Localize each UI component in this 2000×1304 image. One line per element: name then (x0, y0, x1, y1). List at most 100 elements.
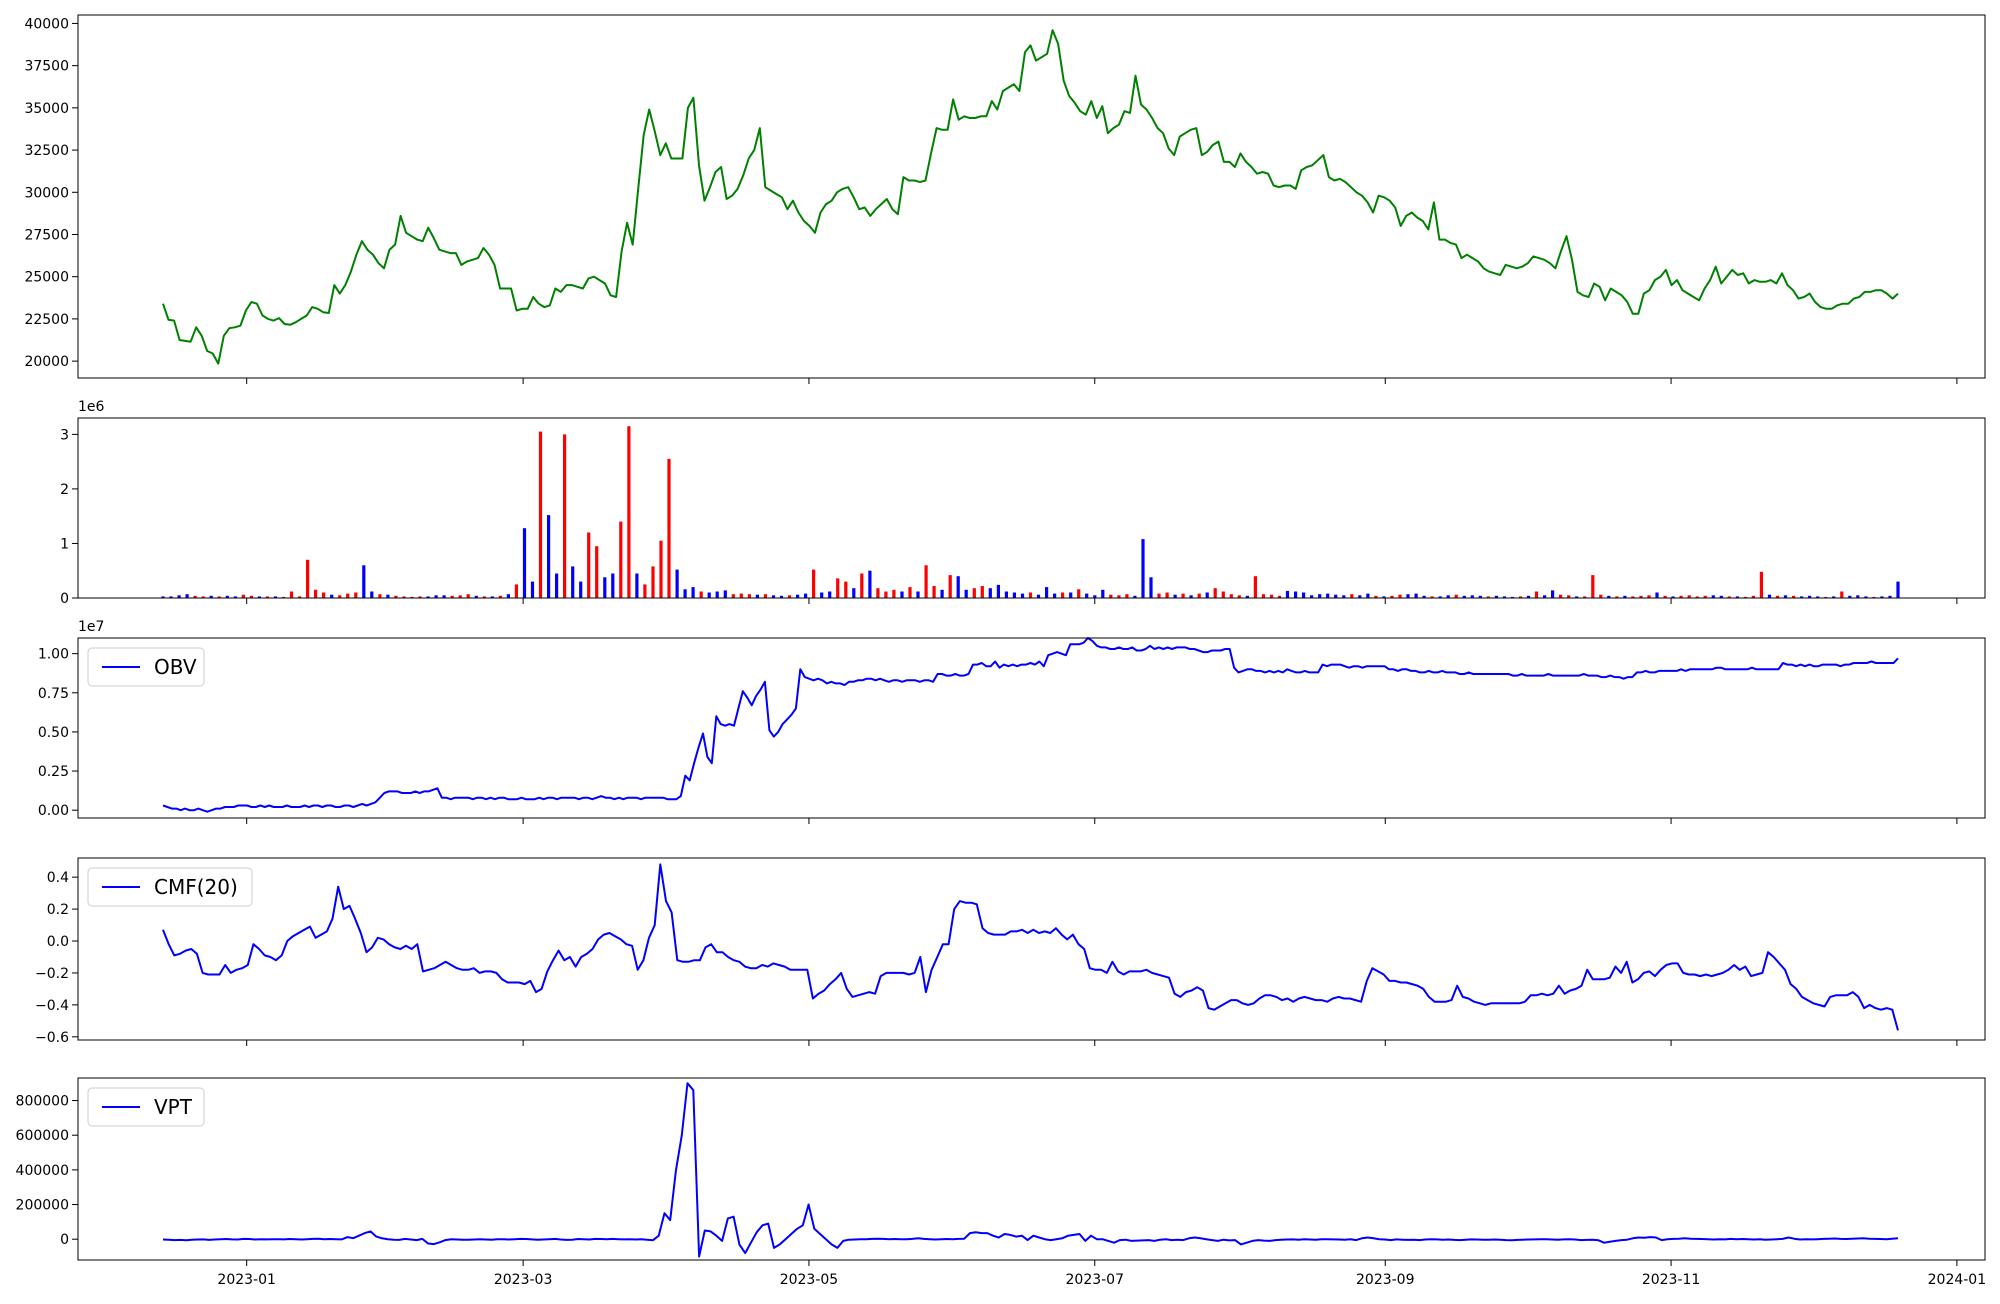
volume-bar (787, 595, 792, 598)
y-tick-label: 600000 (16, 1128, 69, 1144)
volume-bar (1036, 594, 1041, 598)
volume-bar (538, 431, 543, 598)
volume-bar (1888, 595, 1892, 598)
volume-bar (1703, 595, 1707, 598)
volume-bar (1759, 571, 1763, 598)
volume-bar (1245, 595, 1249, 598)
y-tick-label: 1 (60, 536, 69, 552)
volume-bar (1414, 593, 1418, 598)
axis-offset-label: 1e6 (78, 399, 105, 415)
volume-bar (860, 573, 864, 598)
volume-bar (1510, 596, 1514, 598)
volume-bar (1719, 595, 1723, 598)
volume-bar (980, 586, 984, 598)
volume-bar (659, 540, 663, 598)
volume-bar (1277, 595, 1282, 598)
volume-bar (1165, 592, 1169, 598)
volume-bar (1543, 595, 1547, 598)
volume-bar (908, 587, 912, 598)
volume-bar (1069, 592, 1073, 598)
volume-bar (209, 595, 213, 598)
volume-bar (619, 521, 623, 598)
volume-bar (1261, 594, 1265, 598)
volume-bar (1294, 591, 1298, 598)
volume-bar (1189, 595, 1193, 598)
volume-bar (1816, 596, 1820, 598)
volume-bar (547, 515, 551, 598)
volume-bar (1149, 577, 1153, 598)
volume-bar (667, 458, 671, 598)
y-tick-label: −0.6 (35, 1030, 69, 1046)
volume-bar (225, 595, 229, 598)
volume-bar (1422, 595, 1426, 598)
y-tick-label: 2 (60, 482, 69, 498)
volume-bar (1141, 539, 1145, 598)
volume-bar (627, 426, 631, 598)
y-tick-label: 25000 (24, 270, 69, 286)
volume-bar (1534, 591, 1539, 598)
volume-bar (1526, 595, 1531, 598)
volume-bar (1486, 596, 1490, 598)
x-tick-label: 2023-01 (217, 1272, 276, 1288)
volume-bar (563, 434, 567, 598)
volume-bar (1173, 594, 1177, 598)
volume-bar (699, 591, 703, 598)
volume-bar (715, 591, 719, 598)
volume-bar (964, 589, 968, 598)
volume-bar (1237, 595, 1241, 598)
volume-bar (1832, 596, 1836, 598)
y-tick-label: 30000 (24, 185, 69, 201)
volume-bar (450, 595, 454, 598)
volume-bar (1896, 581, 1900, 598)
volume-bar (458, 595, 462, 598)
axes-frame (77, 637, 1986, 819)
volume-bar (763, 594, 767, 598)
volume-bar (924, 565, 928, 598)
volume-bar (322, 592, 326, 598)
volume-bar (1358, 595, 1362, 598)
volume-bar (1229, 594, 1233, 598)
volume-bar (1390, 595, 1394, 598)
volume-bar (1470, 595, 1474, 598)
volume-bar (892, 589, 896, 598)
volume-bar (1125, 594, 1129, 598)
volume-bar (1093, 595, 1097, 598)
y-tick-label: 0 (60, 591, 69, 607)
volume-bar (1518, 596, 1523, 598)
volume-bar (868, 570, 872, 598)
volume-bar (1502, 596, 1506, 598)
volume-bar (796, 594, 800, 598)
volume-bar (273, 596, 278, 598)
volume-bar (1053, 593, 1057, 598)
volume-bar (1671, 596, 1675, 598)
volume-bar (1647, 595, 1651, 598)
volume-bar (314, 589, 318, 598)
volume-bar (346, 593, 350, 598)
volume-bar (1639, 595, 1643, 598)
volume-bar (555, 573, 559, 598)
volume-bar (1109, 594, 1113, 598)
x-tick-label: 2023-03 (494, 1272, 553, 1288)
axes-frame (77, 417, 1986, 599)
volume-bar (1398, 594, 1402, 598)
volume-bar (651, 566, 655, 598)
volume-bar (707, 592, 711, 598)
volume-bar (972, 588, 976, 598)
volume-bar (1334, 594, 1338, 598)
panel-cmf-20-: 0.4 0.2 0.0 −0.2 −0.4 −0.6 CMF(20) (35, 857, 1986, 1046)
volume-bar (876, 588, 880, 598)
volume-bar (675, 569, 679, 598)
y-tick-label: 800000 (16, 1094, 69, 1110)
volume-bar (852, 588, 856, 598)
y-tick-label: 37500 (24, 59, 69, 75)
axis-offset-label: 1e7 (78, 619, 104, 635)
volume-bar (362, 565, 366, 598)
volume-bar (828, 591, 832, 598)
volume-bar (298, 596, 302, 598)
volume-bar (289, 591, 294, 598)
volume-bar (579, 581, 583, 598)
volume-bar (1350, 594, 1354, 598)
volume-bar (691, 587, 695, 598)
volume-bar (514, 584, 518, 598)
